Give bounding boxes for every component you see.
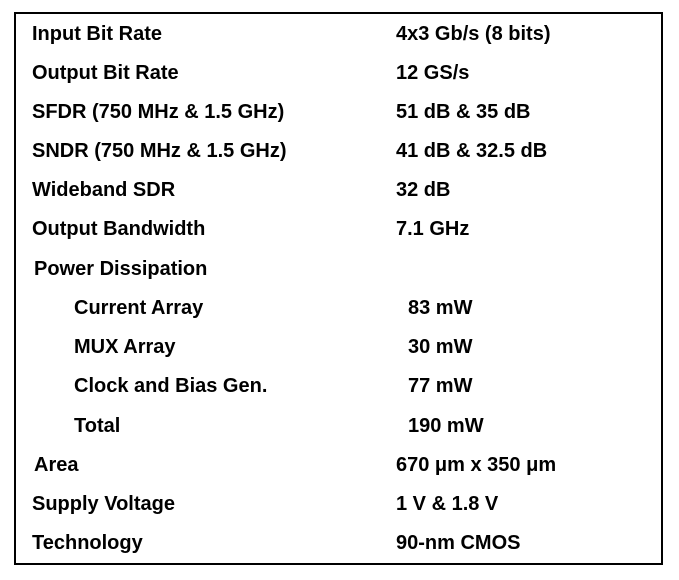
row-value: 90-nm CMOS: [396, 532, 521, 554]
row-label: SFDR (750 MHz & 1.5 GHz): [32, 101, 285, 123]
row-label: Total: [74, 415, 121, 437]
row-value: 7.1 GHz: [396, 218, 470, 240]
row-label: Current Array: [74, 297, 204, 319]
row-label: Clock and Bias Gen.: [74, 375, 268, 397]
row-label: Output Bit Rate: [32, 62, 179, 84]
row-value: 41 dB & 32.5 dB: [396, 140, 548, 162]
row-label: Supply Voltage: [32, 493, 175, 515]
row-value: 1 V & 1.8 V: [396, 493, 499, 515]
row-value: 670 μm x 350 μm: [396, 454, 557, 476]
row-label: SNDR (750 MHz & 1.5 GHz): [32, 140, 287, 162]
row-value: 30 mW: [408, 336, 473, 358]
row-value: 51 dB & 35 dB: [396, 101, 531, 123]
row-label: Area: [34, 454, 79, 476]
spec-table: Input Bit Rate 4x3 Gb/s (8 bits) Output …: [14, 12, 663, 565]
row-label: Power Dissipation: [34, 258, 208, 280]
row-label: Output Bandwidth: [32, 218, 206, 240]
row-value: 12 GS/s: [396, 62, 470, 84]
row-value: 32 dB: [396, 179, 451, 201]
row-label: Technology: [32, 532, 143, 554]
row-label: Wideband SDR: [32, 179, 176, 201]
row-value: 190 mW: [408, 415, 484, 437]
row-value: 4x3 Gb/s (8 bits): [396, 23, 551, 45]
row-label: MUX Array: [74, 336, 176, 358]
row-value: 83 mW: [408, 297, 473, 319]
row-label: Input Bit Rate: [32, 23, 162, 45]
row-value: 77 mW: [408, 375, 473, 397]
